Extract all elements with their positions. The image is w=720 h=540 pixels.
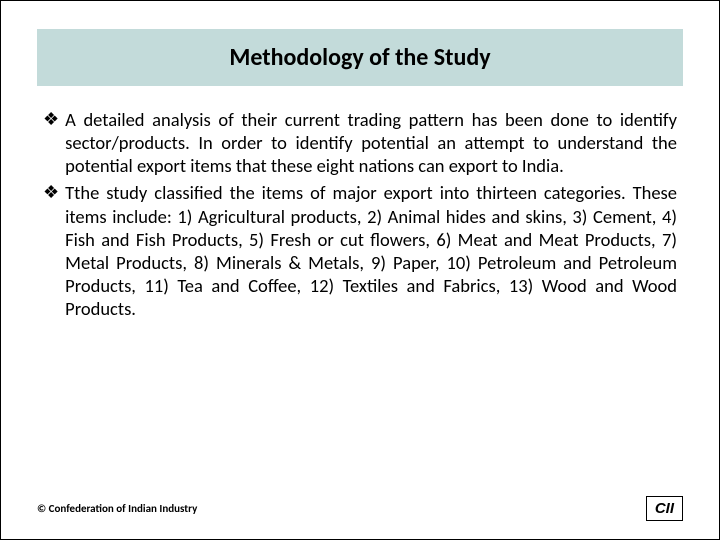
- bullet-text: A detailed analysis of their current tra…: [65, 108, 677, 177]
- copyright-text: © Confederation of Indian Industry: [37, 502, 197, 515]
- page-title: Methodology of the Study: [37, 43, 683, 72]
- bullet-item: ❖ A detailed analysis of their current t…: [43, 108, 677, 177]
- diamond-bullet-icon: ❖: [43, 181, 59, 320]
- title-bar: Methodology of the Study: [37, 29, 683, 86]
- content-area: ❖ A detailed analysis of their current t…: [43, 108, 677, 320]
- diamond-bullet-icon: ❖: [43, 108, 59, 177]
- bullet-item: ❖ Tthe study classified the items of maj…: [43, 181, 677, 320]
- bullet-text: Tthe study classified the items of major…: [65, 181, 677, 320]
- cii-logo: CII: [646, 496, 683, 521]
- footer: © Confederation of Indian Industry CII: [37, 496, 683, 521]
